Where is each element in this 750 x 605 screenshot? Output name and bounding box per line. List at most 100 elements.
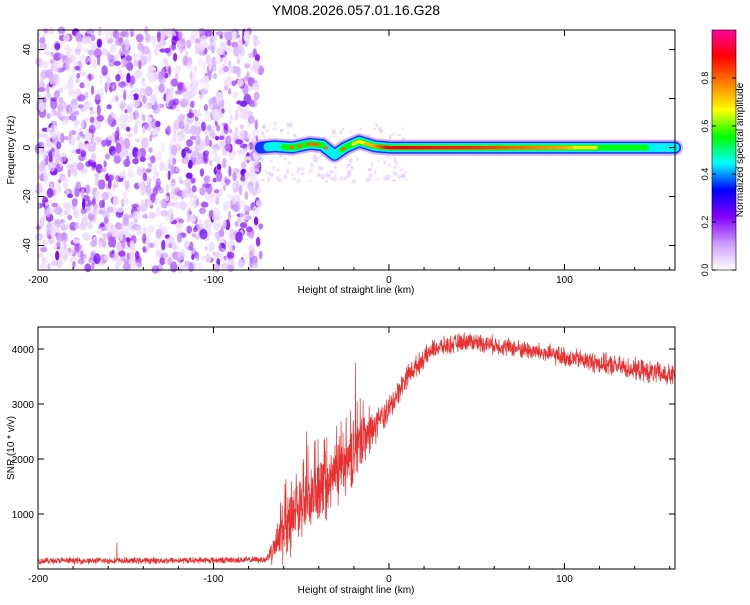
noise-blob <box>144 198 149 207</box>
noise-blob <box>119 171 123 179</box>
noise-blob <box>310 162 313 168</box>
noise-blob <box>227 46 232 52</box>
noise-blob <box>227 210 232 221</box>
noise-blob <box>35 232 43 241</box>
noise-blob <box>172 98 180 106</box>
noise-blob <box>194 65 198 72</box>
signal-core <box>297 144 302 148</box>
noise-blob <box>40 71 46 81</box>
noise-blob <box>68 104 74 116</box>
noise-blob <box>36 31 42 38</box>
noise-blob <box>163 57 168 66</box>
noise-blob <box>148 36 157 44</box>
noise-blob <box>142 213 148 219</box>
noise-blob <box>173 124 177 135</box>
noise-blob <box>167 65 172 76</box>
snr-xlabel: Height of straight line (km) <box>298 585 415 596</box>
spectrogram-ylabel: Frequency (Hz) <box>6 116 17 185</box>
noise-blob <box>223 124 229 135</box>
noise-blob <box>118 81 127 88</box>
noise-blob <box>153 185 162 191</box>
x-tick-label: 0 <box>386 574 392 585</box>
noise-blob <box>62 176 67 182</box>
noise-blob <box>142 233 147 244</box>
noise-blob <box>185 63 193 70</box>
noise-blob <box>126 173 135 178</box>
noise-blob <box>224 85 228 92</box>
noise-blob <box>191 151 197 159</box>
noise-blob <box>170 164 175 175</box>
noise-blob <box>178 262 184 274</box>
signal-core <box>306 142 312 146</box>
noise-blob <box>46 188 54 198</box>
noise-blob <box>251 262 259 269</box>
noise-blob <box>50 51 54 57</box>
noise-blob <box>226 39 232 47</box>
noise-blob <box>49 111 55 117</box>
noise-blob <box>129 240 135 251</box>
noise-blob <box>150 155 156 164</box>
noise-blob <box>158 187 164 194</box>
noise-blob <box>101 238 107 247</box>
noise-blob <box>375 122 378 128</box>
noise-blob <box>153 85 159 97</box>
noise-blob <box>164 195 170 202</box>
noise-blob <box>75 31 82 43</box>
noise-blob <box>83 101 91 109</box>
y-tick-label: 3000 <box>12 400 35 411</box>
noise-blob <box>139 203 148 213</box>
noise-blob <box>301 166 305 172</box>
noise-blob <box>190 68 199 75</box>
noise-blob <box>195 134 201 146</box>
noise-blob <box>94 207 98 216</box>
noise-blob <box>55 241 62 248</box>
noise-blob <box>203 156 208 162</box>
noise-blob <box>225 181 230 186</box>
noise-blob <box>129 114 135 123</box>
noise-blob <box>223 200 232 209</box>
noise-blob <box>367 177 371 182</box>
noise-blob <box>211 215 216 221</box>
noise-blob <box>132 211 141 221</box>
noise-blob <box>156 249 160 258</box>
noise-blob <box>125 180 129 190</box>
noise-blob <box>317 172 321 177</box>
noise-blob <box>107 52 111 59</box>
noise-blob <box>78 131 84 137</box>
noise-blob <box>232 171 237 182</box>
noise-blob <box>147 162 153 168</box>
noise-blob <box>172 35 179 41</box>
noise-blob <box>53 90 60 99</box>
noise-blob <box>191 185 197 193</box>
noise-blob <box>155 120 161 127</box>
noise-blob <box>65 105 73 115</box>
noise-blob <box>199 207 206 214</box>
noise-blob <box>96 114 104 122</box>
noise-blob <box>63 181 68 189</box>
noise-blob <box>189 191 194 199</box>
noise-blob <box>135 33 144 43</box>
noise-blob <box>262 124 266 129</box>
noise-blob <box>75 77 80 84</box>
noise-blob <box>139 80 146 85</box>
noise-blob <box>71 66 75 74</box>
noise-blob <box>148 212 156 219</box>
noise-blob <box>51 84 56 91</box>
noise-blob <box>107 178 112 189</box>
noise-blob <box>81 232 90 240</box>
noise-blob <box>101 191 109 201</box>
noise-blob <box>225 135 232 146</box>
y-tick-label: 0 <box>22 144 33 150</box>
noise-blob <box>230 195 235 204</box>
noise-blob <box>231 183 236 189</box>
noise-blob <box>224 143 231 152</box>
noise-blob <box>133 59 140 67</box>
noise-blob <box>244 63 251 69</box>
noise-blob <box>199 93 204 100</box>
noise-blob <box>121 44 126 52</box>
noise-blob <box>190 75 195 85</box>
figure-title: YM08.2026.057.01.16.G28 <box>272 2 440 18</box>
noise-blob <box>216 124 221 132</box>
noise-blob <box>173 52 178 62</box>
